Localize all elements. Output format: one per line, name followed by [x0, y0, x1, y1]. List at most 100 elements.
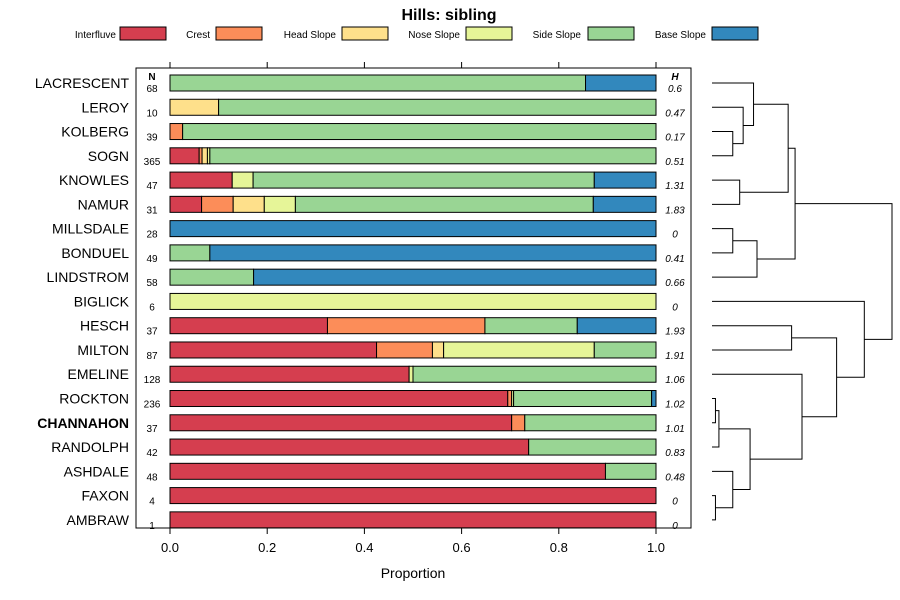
bar-segment [169, 244, 211, 262]
dendrogram-link [712, 179, 741, 205]
row-h: 0.51 [665, 157, 684, 168]
legend-swatch-2 [341, 26, 389, 41]
bar-segment [231, 171, 254, 189]
bar-segment [182, 123, 657, 141]
x-tick-label: 0.4 [355, 540, 373, 555]
dendrogram-link [712, 398, 716, 424]
legend: Interfluve Crest Head Slope Nose Slope Side … [75, 26, 759, 41]
row-n: 6 [149, 302, 155, 313]
bar-segment [169, 74, 587, 92]
dendrogram-link [712, 495, 716, 521]
bar-segment [524, 414, 657, 432]
bar-row: BIGLICK 6 0 [74, 292, 678, 313]
row-h: 0 [672, 302, 678, 313]
row-h: 1.02 [665, 400, 685, 411]
row-n: 236 [144, 400, 161, 411]
bar-row: KOLBERG 39 0.17 [61, 123, 685, 144]
row-h: 0 [672, 497, 678, 508]
bar-row: BONDUEL 49 0.41 [61, 244, 685, 265]
row-label: ROCKTON [59, 391, 129, 407]
row-label: RANDOLPH [51, 439, 129, 455]
row-n: 37 [146, 424, 158, 435]
row-label: LEROY [82, 99, 130, 115]
x-axis: 0.0 0.2 0.4 0.6 0.8 1.0 [161, 62, 665, 555]
bar-segment [443, 341, 595, 359]
bar-row: KNOWLES 47 1.31 [59, 171, 685, 192]
bar-segment [169, 171, 233, 189]
bar-segment [528, 438, 657, 456]
row-label: LINDSTROM [47, 269, 129, 285]
bar-segment [253, 268, 657, 286]
row-n: 58 [146, 278, 158, 289]
bar-segment [201, 147, 208, 165]
row-n: 28 [146, 230, 158, 241]
row-label: ASHDALE [64, 463, 129, 479]
row-h: 0.47 [665, 108, 685, 119]
row-label: LACRESCENT [35, 75, 130, 91]
dendrogram-link [718, 428, 751, 491]
bar-row: MILTON 87 1.91 [77, 341, 685, 362]
dendrogram-link [795, 203, 893, 340]
bar-segment [169, 390, 509, 408]
row-h: 1.01 [665, 424, 684, 435]
dendrogram-link [712, 300, 865, 378]
row-h: 1.31 [665, 181, 684, 192]
bar-segment [169, 414, 513, 432]
dendrogram-link [791, 337, 838, 418]
legend-label-0: Interfluve [75, 30, 117, 41]
x-tick-label: 0.8 [550, 540, 568, 555]
bar-segment [593, 171, 657, 189]
bar-segment [218, 98, 657, 116]
bar-segment [412, 365, 657, 383]
bar-segment [209, 244, 657, 262]
bar-segment [484, 317, 578, 335]
bar-segment [169, 220, 657, 238]
bar-segment [604, 462, 657, 480]
row-n: 42 [146, 448, 158, 459]
bar-row: NAMUR 31 1.83 [78, 195, 685, 216]
row-h: 0.6 [668, 84, 682, 95]
row-label: MILTON [77, 342, 129, 358]
row-label: AMBRAW [67, 512, 130, 528]
bar-rows: LACRESCENT 68 0.6 LEROY 10 0.47 KOLBERG 39 0.17 S… [35, 74, 685, 532]
legend-swatch-1 [215, 26, 263, 41]
bar-segment [592, 195, 657, 213]
x-tick-label: 1.0 [647, 540, 665, 555]
row-h: 0.17 [665, 133, 685, 144]
row-label: BIGLICK [74, 293, 130, 309]
dendrogram-link [712, 470, 734, 509]
row-label: KNOWLES [59, 172, 129, 188]
bar-segment [169, 365, 410, 383]
x-axis-label: Proportion [381, 565, 446, 581]
dendrogram-link [712, 82, 755, 126]
bar-segment [169, 195, 203, 213]
row-n: 68 [146, 84, 158, 95]
bar-segment [232, 195, 265, 213]
bar-segment [513, 390, 653, 408]
bar-segment [252, 171, 595, 189]
chart-title: Hills: sibling [401, 7, 496, 24]
dendrogram-link [712, 131, 734, 157]
row-n: 10 [146, 108, 158, 119]
dendrogram [712, 82, 893, 521]
row-n: 365 [144, 157, 161, 168]
row-n: 49 [146, 254, 158, 265]
legend-label-4: Side Slope [533, 30, 582, 41]
legend-swatch-0 [119, 26, 167, 41]
row-label: MILLSDALE [52, 221, 129, 237]
row-label: SOGN [88, 148, 129, 164]
dendrogram-link [757, 147, 796, 260]
dendrogram-link [739, 103, 789, 193]
row-h: 0 [672, 230, 678, 241]
bar-segment [294, 195, 594, 213]
h-column-header: H [671, 72, 679, 83]
row-n: 48 [146, 472, 158, 483]
row-n: 37 [146, 327, 158, 338]
row-label: CHANNAHON [37, 415, 129, 431]
bar-segment [376, 341, 433, 359]
bar-segment [169, 123, 184, 141]
bar-segment [576, 317, 657, 335]
x-tick-label: 0.2 [258, 540, 276, 555]
bar-row: ROCKTON 236 1.02 [59, 390, 685, 411]
bar-segment [169, 511, 657, 529]
